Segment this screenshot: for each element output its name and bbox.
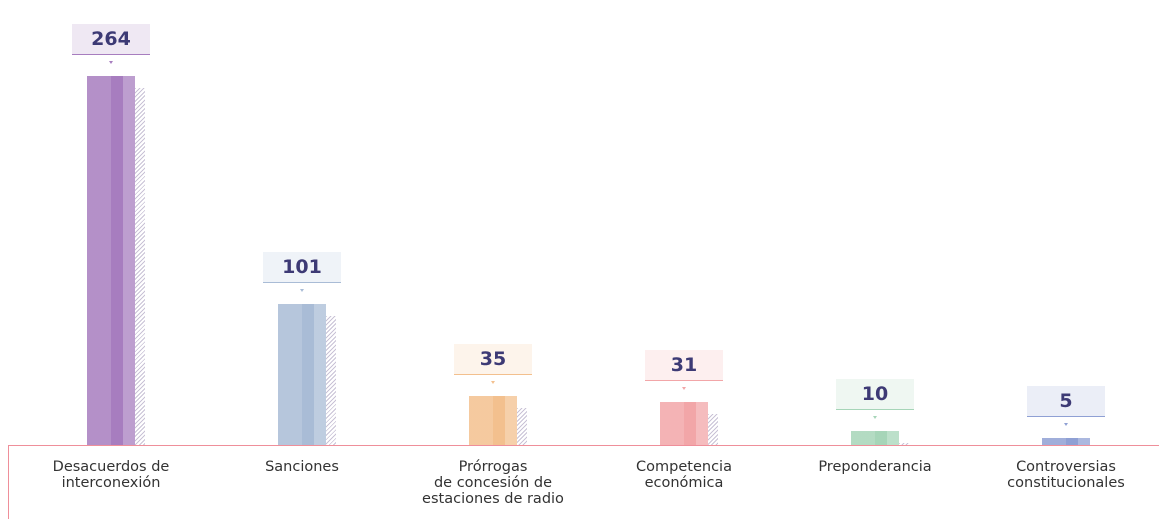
pointer xyxy=(300,288,304,292)
category-label: Prórrogas de concesión de estaciones de … xyxy=(422,459,564,507)
bar-shadow xyxy=(326,315,336,445)
bar xyxy=(1042,438,1090,445)
category-label: Controversias constitucionales xyxy=(1007,459,1125,491)
baseline xyxy=(8,445,1159,446)
value-label: 101 xyxy=(263,251,341,283)
value-label: 35 xyxy=(454,344,532,376)
pointer xyxy=(109,61,113,64)
axis-line xyxy=(8,445,9,519)
value-label: 5 xyxy=(1027,386,1105,417)
value-label: 31 xyxy=(645,349,723,381)
bar-shadow xyxy=(517,408,527,445)
value-label: 10 xyxy=(836,379,914,411)
bar-shadow xyxy=(899,443,909,445)
bar xyxy=(87,76,135,445)
bar xyxy=(278,303,326,445)
category-label: Desacuerdos de interconexión xyxy=(52,459,170,491)
bar xyxy=(660,401,708,445)
bar-shadow xyxy=(708,413,718,445)
bar-shadow xyxy=(135,88,145,445)
category-label: Competencia económica xyxy=(636,459,732,491)
pointer xyxy=(682,386,686,390)
category-label: Sanciones xyxy=(265,459,339,475)
pointer xyxy=(873,416,877,420)
pointer xyxy=(491,381,495,385)
bar xyxy=(851,431,899,445)
value-label: 264 xyxy=(72,24,150,55)
pointer xyxy=(1064,423,1068,426)
category-label: Preponderancia xyxy=(818,459,932,475)
bar xyxy=(469,396,517,445)
